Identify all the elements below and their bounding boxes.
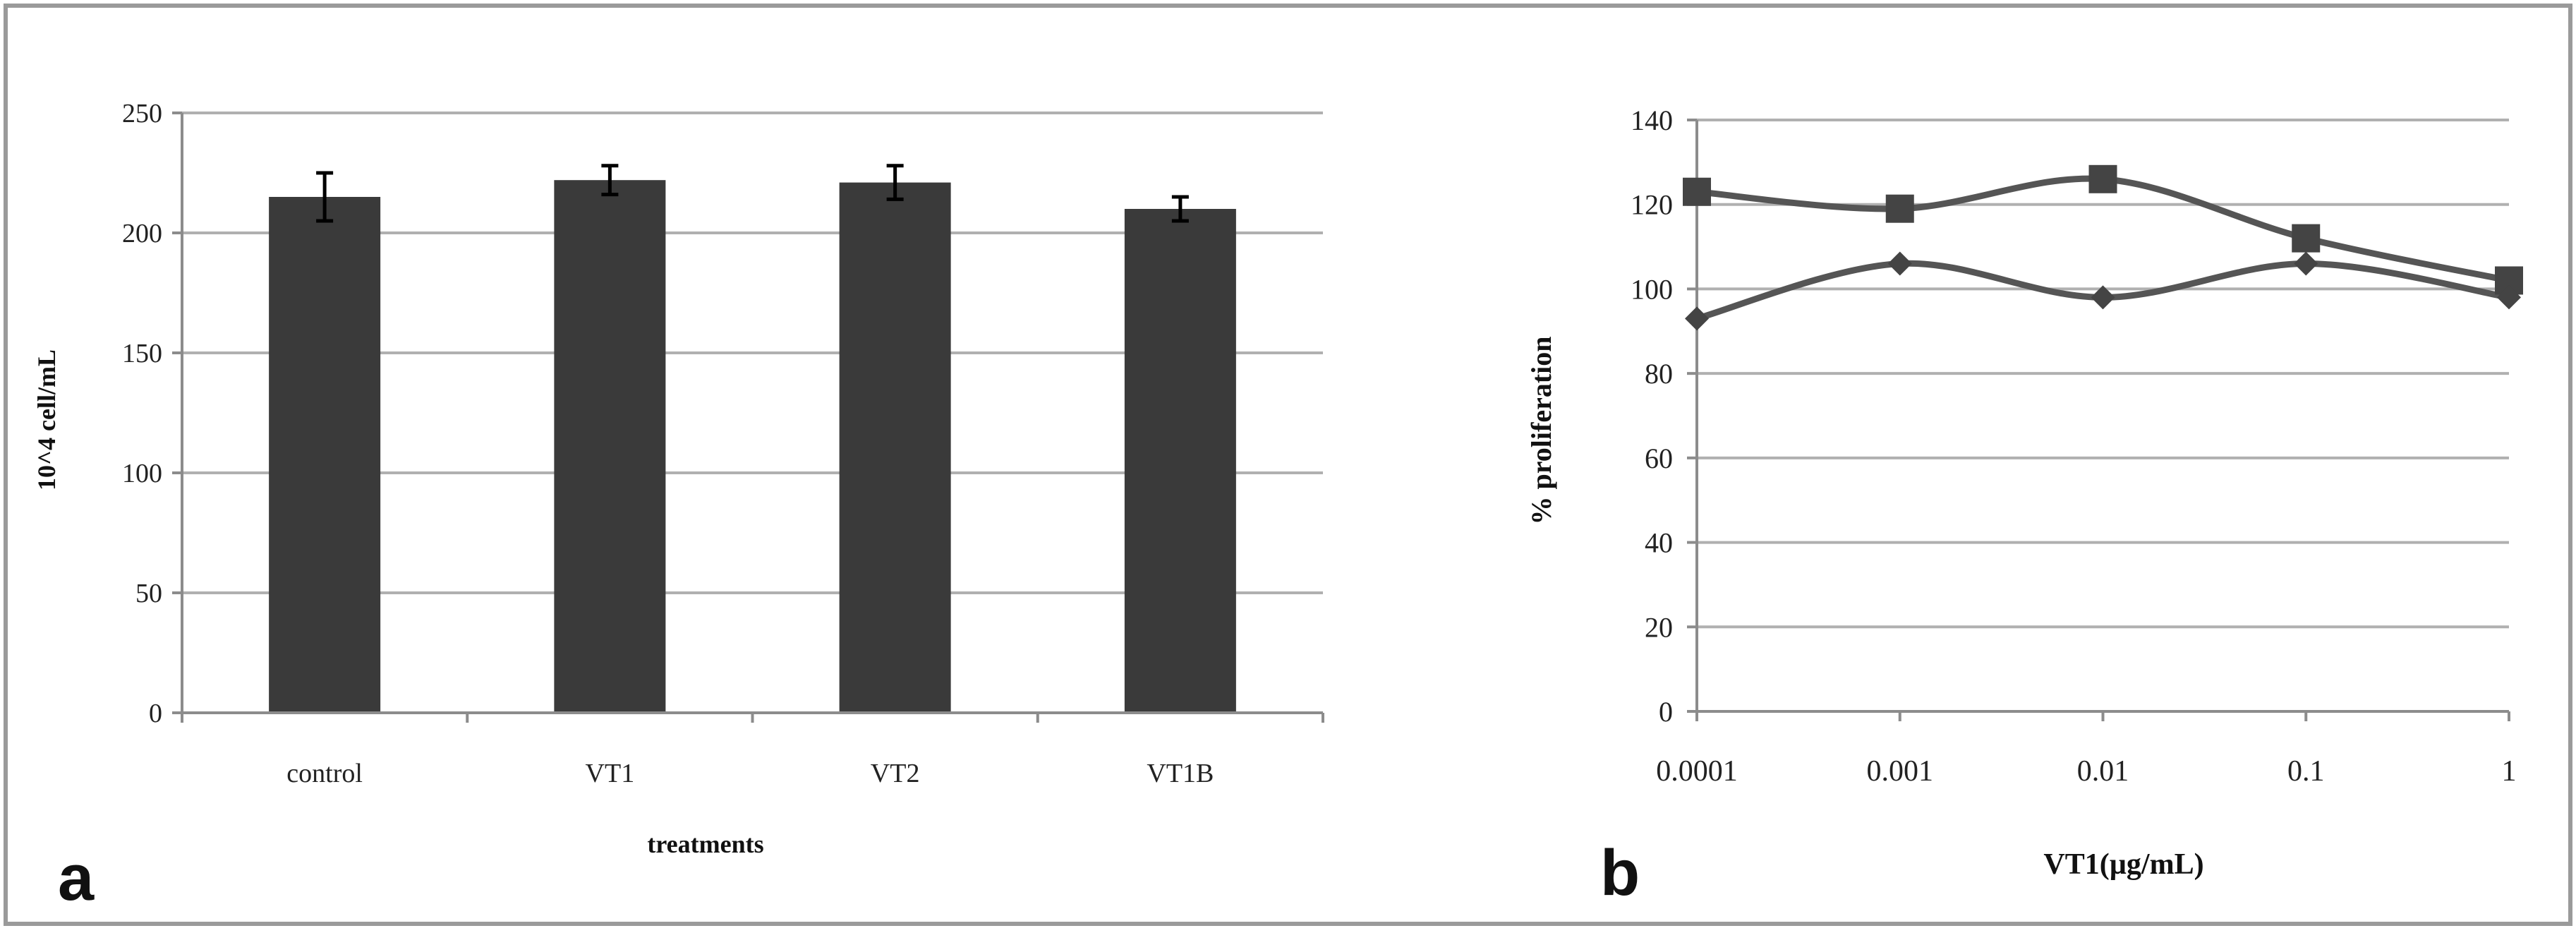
b-axes: [1695, 120, 2510, 721]
a-x-tick-label: VT2: [871, 759, 920, 788]
a-y-tick-label: 50: [135, 579, 162, 608]
b-y-tick-label: 80: [1645, 358, 1673, 390]
a-panel-label: a: [58, 842, 95, 914]
b-y-axis-label: % proliferation: [1525, 336, 1557, 524]
square-marker: [2292, 224, 2321, 253]
bar-vt1: [554, 180, 666, 713]
a-y-tick-label: 0: [149, 699, 162, 728]
b-x-axis-label: VT1(µg/mL): [2043, 848, 2203, 881]
panel-a: 0 50 100 150 200 250 control VT1 VT2 VT1B 10^4 c…: [32, 99, 1324, 914]
a-bars: [269, 180, 1236, 714]
square-marker: [1885, 194, 1914, 223]
figure-frame: [4, 4, 2572, 926]
b-x-tick-labels: 0.0001 0.001 0.01 0.1 1: [1656, 755, 2516, 788]
a-y-tick-label: 250: [122, 99, 162, 128]
diamond-marker: [2294, 251, 2318, 276]
b-panel-label: b: [1600, 837, 1640, 909]
b-y-tick-label: 0: [1659, 696, 1673, 728]
b-y-tick-label: 140: [1631, 104, 1673, 136]
b-x-tick-label: 0.01: [2077, 755, 2129, 788]
a-x-tick-label: VT1: [586, 759, 635, 788]
bar-vt1b: [1124, 209, 1236, 713]
b-y-tick-label: 40: [1645, 527, 1673, 559]
a-x-tick-labels: control VT1 VT2 VT1B: [286, 759, 1214, 788]
bar-control: [269, 197, 381, 713]
a-error-bars: [316, 164, 1189, 223]
diamond-marker: [1685, 306, 1709, 331]
diamond-marker: [2497, 285, 2521, 310]
b-x-tick-label: 1: [2502, 755, 2517, 788]
b-x-tick-label: 0.001: [1867, 755, 1934, 788]
a-y-axis-label: 10^4 cell/mL: [32, 349, 61, 490]
a-x-tick-label: control: [286, 759, 363, 788]
diamond-marker: [2091, 285, 2115, 310]
b-x-tick-label: 0.1: [2287, 755, 2325, 788]
diamond-marker: [1887, 251, 1912, 276]
a-axes: [181, 113, 1324, 723]
b-y-tick-label: 20: [1645, 611, 1673, 643]
panel-b: 0 20 40 60 80 100 120 140 0.0001 0.001 0.01 0.1 1 %…: [1525, 104, 2523, 909]
a-y-tick-label: 100: [122, 459, 162, 488]
a-x-tick-label: VT1B: [1147, 759, 1214, 788]
a-y-tick-label: 150: [122, 339, 162, 368]
square-marker: [2088, 164, 2117, 193]
a-x-axis-label: treatments: [647, 830, 763, 858]
b-markers: [1683, 164, 2523, 331]
bar-vt2: [839, 182, 951, 714]
a-y-tick-label: 200: [122, 219, 162, 248]
b-y-tick-label: 100: [1631, 273, 1673, 305]
b-x-tick-label: 0.0001: [1656, 755, 1738, 788]
a-y-tick-labels: 0 50 100 150 200 250: [122, 99, 162, 728]
b-y-tick-label: 60: [1645, 443, 1673, 474]
square-marker: [1683, 177, 1711, 206]
b-y-tick-labels: 0 20 40 60 80 100 120 140: [1631, 104, 1673, 728]
b-y-tick-label: 120: [1631, 189, 1673, 221]
